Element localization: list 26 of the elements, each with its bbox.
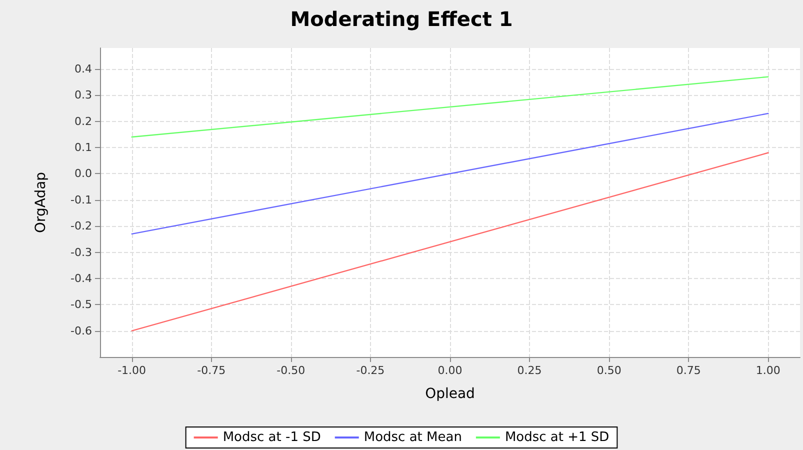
- x-tick-label: 0.75: [676, 364, 701, 377]
- y-tick-label: -0.2: [70, 220, 92, 233]
- x-tick-label: 0.50: [596, 364, 622, 377]
- chart-title: Moderating Effect 1: [290, 7, 513, 31]
- x-tick-label: -0.75: [197, 364, 226, 377]
- y-tick-label: -0.3: [70, 246, 92, 259]
- x-tick-label: -0.25: [356, 364, 385, 377]
- y-tick-label: -0.1: [70, 193, 92, 206]
- y-tick-label: 0.3: [74, 88, 92, 102]
- y-tick-label: -0.4: [70, 272, 92, 285]
- legend-label: Modsc at Mean: [364, 430, 462, 445]
- legend-label: Modsc at -1 SD: [222, 430, 321, 445]
- x-tick-label: 0.25: [517, 364, 542, 377]
- y-tick-label: -0.5: [70, 298, 92, 312]
- y-tick-label: 0.0: [74, 167, 92, 180]
- x-tick-label: 0.00: [438, 364, 462, 377]
- x-tick-label: 1.00: [756, 364, 780, 377]
- legend-label: Modsc at +1 SD: [504, 430, 610, 445]
- x-tick-label: -0.50: [276, 364, 306, 377]
- y-axis-title: OrgAdap: [33, 172, 49, 234]
- y-tick-label: -0.6: [70, 324, 92, 338]
- x-axis-title: Oplead: [425, 386, 475, 402]
- y-tick-label: 0.1: [74, 141, 92, 154]
- y-tick-label: 0.4: [74, 62, 92, 76]
- x-tick-label: -1.00: [118, 364, 146, 377]
- y-tick-label: 0.2: [74, 114, 92, 128]
